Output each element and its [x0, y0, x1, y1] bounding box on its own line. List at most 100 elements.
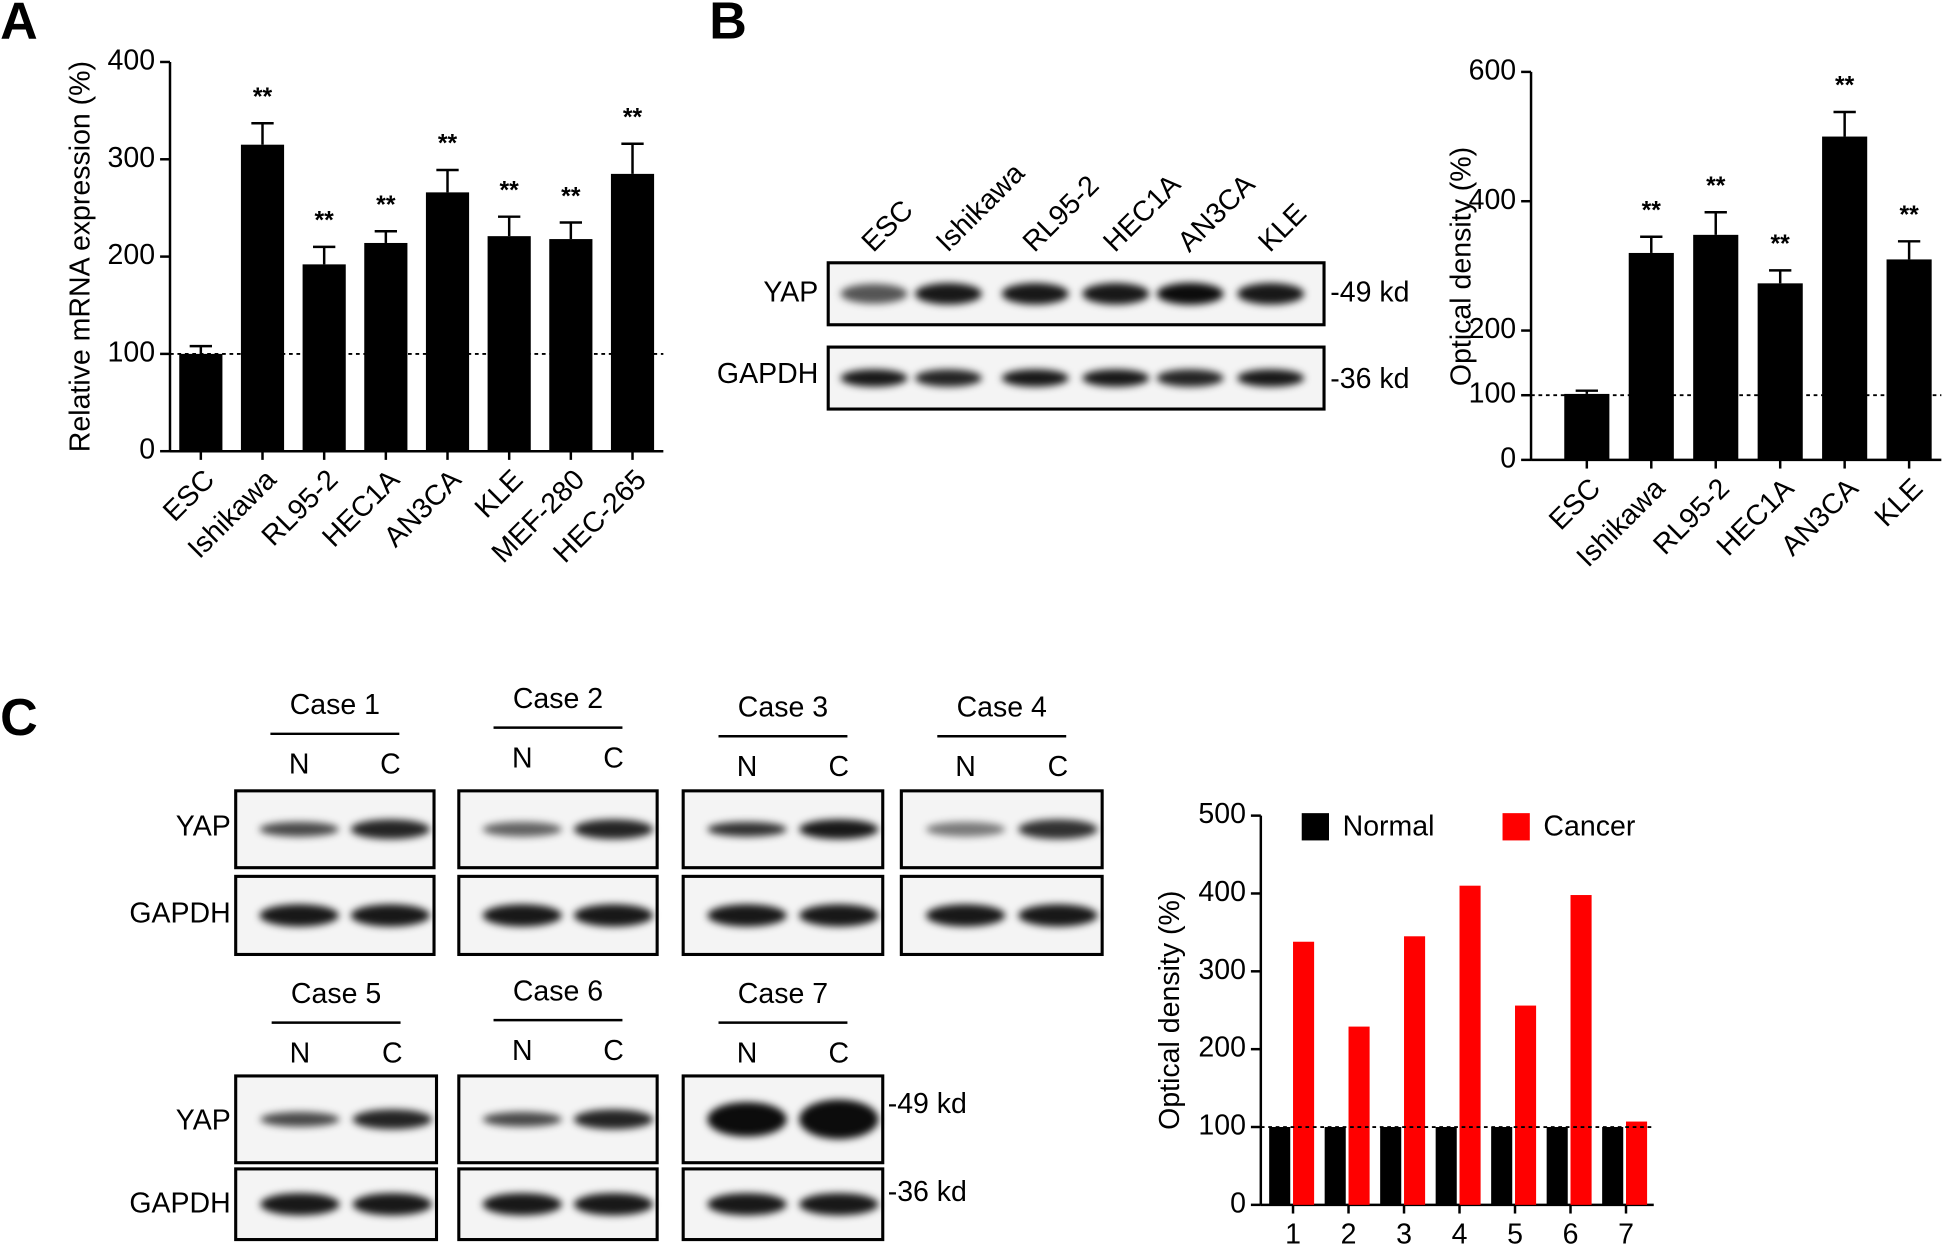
lane-label: C [380, 749, 401, 781]
blot-band [707, 1101, 787, 1137]
marker-label: -49 kd [1330, 276, 1409, 308]
legend-swatch [1301, 813, 1329, 841]
blot-band [840, 283, 908, 304]
significance: ** [253, 84, 273, 111]
blot-band [1082, 282, 1150, 305]
marker-label: -49 kd [888, 1088, 967, 1120]
y-tick-label: 200 [1198, 1032, 1246, 1064]
x-tick-label: 4 [1452, 1218, 1468, 1247]
bar [1570, 895, 1592, 1205]
row-label: GAPDH [129, 897, 230, 929]
marker-label: -36 kd [1330, 363, 1409, 395]
significance: ** [1835, 73, 1855, 100]
x-tick-label: 7 [1618, 1218, 1634, 1247]
bar [1515, 1005, 1537, 1205]
bar [1693, 234, 1739, 460]
blot-band [573, 819, 654, 840]
bar [1348, 1026, 1370, 1205]
blot-band [573, 904, 654, 927]
x-tick-label: 5 [1507, 1218, 1523, 1247]
y-tick-label: 300 [108, 142, 156, 174]
blot-band [707, 1193, 787, 1216]
blot-band [1018, 819, 1098, 840]
blot-band [1156, 282, 1224, 305]
significance: ** [1771, 231, 1791, 258]
bar [1435, 1127, 1457, 1205]
y-axis-label: Optical density (%) [1445, 147, 1477, 386]
case-label: Case 2 [513, 683, 603, 715]
blot-band [914, 282, 982, 305]
row-label: GAPDH [717, 358, 818, 390]
bar [1822, 136, 1868, 460]
lane-label: C [603, 742, 624, 774]
blot-band [259, 904, 339, 927]
blot-band [914, 369, 982, 387]
lane-label: N [290, 1037, 311, 1069]
y-tick-label: 100 [1469, 378, 1517, 410]
case-label: Case 4 [957, 692, 1047, 724]
lane-label: N [955, 751, 976, 783]
x-tick-label: 2 [1341, 1218, 1357, 1247]
lane-label: RL95-2 [1017, 169, 1106, 258]
blot-band [573, 1109, 654, 1130]
blot-band [260, 1193, 340, 1216]
lane-label: Ishikawa [930, 157, 1031, 258]
significance: ** [1706, 173, 1726, 200]
bar [1324, 1127, 1346, 1205]
y-tick-label: 0 [1500, 442, 1516, 474]
bar [1269, 1127, 1291, 1205]
y-tick-label: 200 [108, 239, 156, 271]
blot-band [1237, 282, 1305, 305]
blot-band [573, 1193, 654, 1216]
blot-band [1001, 369, 1069, 387]
blot-band [482, 904, 562, 927]
y-tick-label: 100 [108, 336, 156, 368]
case-label: Case 5 [291, 978, 381, 1010]
row-label: GAPDH [129, 1187, 230, 1219]
row-label: YAP [763, 276, 818, 308]
lane-label: ESC [856, 194, 920, 258]
significance: ** [561, 183, 581, 210]
bar [1628, 252, 1674, 460]
y-tick-label: 500 [1198, 798, 1246, 830]
y-tick-label: 400 [108, 45, 156, 77]
bar [1886, 259, 1932, 460]
case-label: Case 7 [738, 978, 828, 1010]
lane-label: HEC1A [1097, 168, 1187, 258]
blot-band [482, 821, 562, 837]
blot-band [925, 821, 1006, 837]
lane-label: N [737, 751, 758, 783]
blot-band [1156, 369, 1224, 387]
panel-label: B [709, 0, 747, 51]
bar [1564, 393, 1610, 460]
blot-band [799, 819, 879, 840]
blot-band [1237, 369, 1305, 387]
significance: ** [623, 104, 643, 131]
panel-label: A [0, 0, 38, 51]
blot-band [350, 904, 431, 927]
y-tick-label: 300 [1198, 954, 1246, 986]
bar [1404, 936, 1426, 1205]
row-label: YAP [176, 1104, 231, 1136]
x-tick-label: KLE [1869, 472, 1930, 533]
bar [240, 144, 285, 452]
significance: ** [315, 208, 335, 235]
row-label: YAP [176, 811, 231, 843]
bar [1491, 1127, 1513, 1205]
legend-swatch [1502, 813, 1530, 841]
lane-label: C [603, 1035, 624, 1067]
y-tick-label: 600 [1469, 54, 1517, 86]
case-label: Case 1 [290, 689, 380, 721]
blot-band [482, 1193, 562, 1216]
blot-band [260, 1111, 340, 1127]
blot-band [840, 369, 908, 387]
bar [1293, 941, 1315, 1205]
bar [1546, 1127, 1568, 1205]
significance: ** [376, 192, 396, 219]
bar [425, 192, 470, 452]
lane-label: C [829, 1037, 850, 1069]
case-label: Case 6 [513, 975, 603, 1007]
lane-label: N [512, 1035, 533, 1067]
marker-label: -36 kd [888, 1176, 967, 1208]
